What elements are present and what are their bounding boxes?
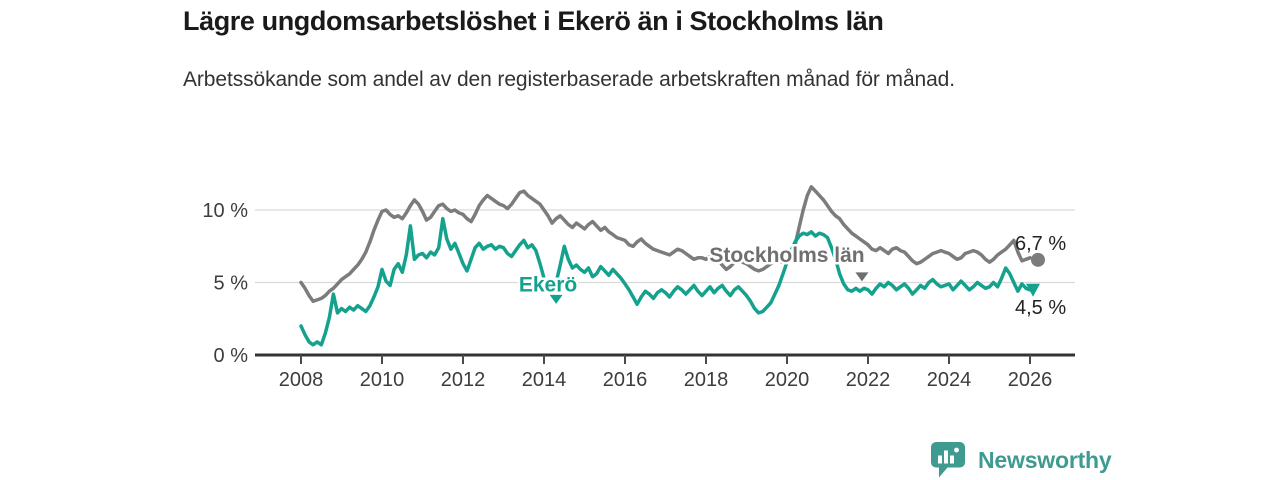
chart-title: Lägre ungdomsarbetslöshet i Ekerö än i S… <box>183 6 884 36</box>
end-marker-1 <box>1026 283 1040 297</box>
chart-subtitle: Arbetssökande som andel av den registerb… <box>183 68 955 91</box>
y-axis-label-10: 10 % <box>202 200 248 222</box>
x-axis-label-2022: 2022 <box>846 369 891 391</box>
x-axis-label-2010: 2010 <box>360 369 405 391</box>
x-axis-label-2024: 2024 <box>927 369 972 391</box>
x-axis-label-2008: 2008 <box>279 369 324 391</box>
end-value-label-0: 6,7 % <box>1015 233 1066 255</box>
series-label-pointer-1 <box>549 294 563 304</box>
logo-bar-tall <box>944 450 948 464</box>
series-line-0 <box>299 185 1032 304</box>
series-label-pointer-0 <box>855 272 869 282</box>
x-axis-label-2018: 2018 <box>684 369 729 391</box>
series-label-0: Stockholms län <box>709 244 864 267</box>
logo-exclamation-dot <box>954 447 959 453</box>
newsworthy-logo-text: Newsworthy <box>978 446 1112 473</box>
x-axis-label-2020: 2020 <box>765 369 810 391</box>
series-label-1: Ekerö <box>519 274 577 297</box>
x-axis-label-2012: 2012 <box>441 369 486 391</box>
logo-bar-small <box>938 455 942 464</box>
line-chart: 0 % 5 % 10 % 2008 2010 2012 2014 2016 2018 2020 20… <box>202 185 1075 391</box>
y-axis-label-0: 0 % <box>214 345 249 367</box>
x-axis-label-2016: 2016 <box>603 369 648 391</box>
end-marker-0 <box>1031 252 1045 267</box>
logo-bar-exclamation <box>950 455 954 464</box>
x-axis-label-2014: 2014 <box>522 369 567 391</box>
newsworthy-logo: Newsworthy <box>930 441 1112 479</box>
end-value-label-1: 4,5 % <box>1015 297 1066 319</box>
series-line-1 <box>299 216 1032 347</box>
newsworthy-logo-icon <box>931 442 965 478</box>
x-axis-label-2026: 2026 <box>1008 369 1053 391</box>
y-axis-label-5: 5 % <box>214 273 249 295</box>
